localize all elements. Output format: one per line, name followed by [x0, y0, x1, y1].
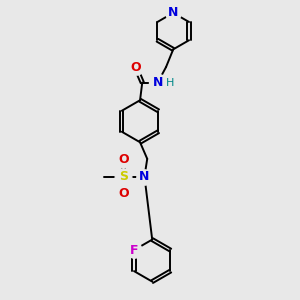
Text: O: O — [118, 154, 129, 166]
Text: S: S — [119, 170, 128, 183]
Text: O: O — [118, 187, 129, 200]
Text: N: N — [139, 170, 150, 183]
Text: O: O — [130, 61, 141, 74]
Text: F: F — [130, 244, 138, 256]
Text: H: H — [166, 77, 174, 88]
Text: N: N — [153, 76, 163, 89]
Text: N: N — [168, 6, 178, 20]
